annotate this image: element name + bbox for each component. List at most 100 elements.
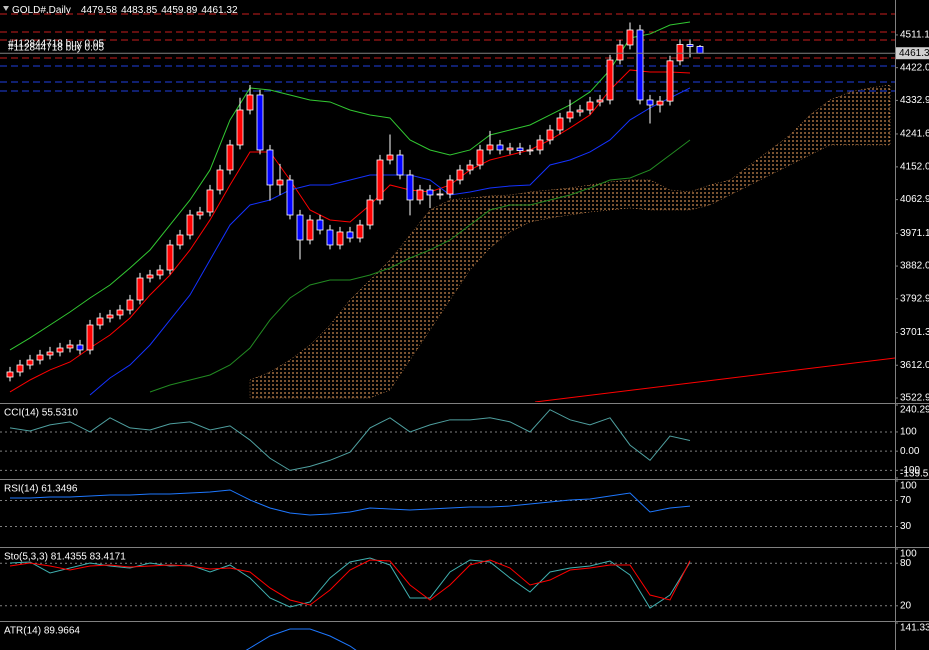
indicator-title: RSI(14) 61.3496 <box>4 484 78 495</box>
chart-header: GOLD#,Daily 4479.58 4483.85 4459.89 4461.32 <box>12 5 238 16</box>
y-tick-label: 3971.1 <box>900 228 929 239</box>
last-price-box <box>896 47 929 60</box>
y-tick-label: -139.55 <box>900 469 929 480</box>
indicator-line <box>9 557 691 609</box>
candle-body <box>236 109 244 146</box>
indicator-line <box>9 21 691 351</box>
candle-body <box>676 44 684 62</box>
candle-body <box>126 299 134 311</box>
candle-body <box>116 309 124 316</box>
candle-body <box>436 193 444 196</box>
symbol: GOLD#,Daily <box>12 5 71 16</box>
candle-body <box>376 159 384 201</box>
candle-body <box>246 94 254 111</box>
y-tick-label: -100 <box>900 465 920 476</box>
candle-body <box>306 219 314 241</box>
candle-body <box>196 211 204 216</box>
candle-body <box>606 59 614 101</box>
panel <box>0 409 895 471</box>
candle-body <box>416 189 424 201</box>
y-tick-label: 100 <box>900 549 917 560</box>
indicator-title: CCI(14) 55.5310 <box>4 408 78 419</box>
ichimoku-cloud <box>249 84 891 399</box>
y-tick-label: 3522.9 <box>900 393 929 404</box>
y-tick-label: 4152.0 <box>900 162 929 173</box>
trend-line <box>534 357 895 402</box>
indicator-line <box>245 628 357 650</box>
candle-body <box>296 214 304 241</box>
candle-body <box>366 199 374 226</box>
y-tick-label: 4332.9 <box>900 95 929 106</box>
candle-body <box>396 154 404 176</box>
indicator-line <box>149 139 691 393</box>
candle-body <box>6 371 14 378</box>
candle-body <box>626 29 634 46</box>
candle-body <box>266 149 274 186</box>
panel <box>0 13 895 402</box>
y-tick-label: 20 <box>900 600 912 611</box>
candle-body <box>446 179 454 195</box>
candle-body <box>646 99 654 106</box>
indicator-line <box>9 409 691 471</box>
y-tick-label: 4511.1 <box>900 30 929 41</box>
candle-body <box>506 147 514 151</box>
candle-body <box>346 231 354 239</box>
y-tick-label: 100 <box>900 427 917 438</box>
indicator-line <box>9 69 691 393</box>
indicator-line <box>89 87 691 396</box>
y-tick-label: 4422.0 <box>900 62 929 73</box>
last-close: 4461.32 <box>201 5 238 16</box>
candle-body <box>46 351 54 356</box>
candle-body <box>186 214 194 236</box>
panel <box>0 557 895 609</box>
candle-body <box>326 229 334 246</box>
panel <box>0 489 895 527</box>
y-tick-label: 141.33 <box>900 623 929 634</box>
indicator-title: ATR(14) 89.9664 <box>4 626 80 637</box>
candle-body <box>536 139 544 151</box>
candle-body <box>546 129 554 141</box>
candle-body <box>616 44 624 61</box>
y-tick-label: 3701.3 <box>900 327 929 338</box>
y-tick-label: 30 <box>900 521 912 532</box>
order-label: #112844718 buy 0.05 <box>8 43 104 54</box>
y-tick-label: 240.29 <box>900 405 929 416</box>
candle-body <box>556 117 564 131</box>
candle-body <box>106 314 114 319</box>
candle-body <box>166 244 174 271</box>
y-tick-label: 0.00 <box>900 446 920 457</box>
candle-body <box>356 224 364 239</box>
candle-body <box>496 144 504 151</box>
y-tick-label: 100 <box>900 481 917 492</box>
candle-body <box>56 347 64 353</box>
candle-body <box>426 189 434 196</box>
candle-body <box>316 219 324 231</box>
last-high: 4483.85 <box>121 5 158 16</box>
last-open: 4479.58 <box>81 5 118 16</box>
y-tick-label: 4062.9 <box>900 194 929 205</box>
candle-body <box>206 189 214 213</box>
candle-body <box>586 101 594 111</box>
candle-body <box>216 169 224 191</box>
candle-body <box>656 100 664 106</box>
candle-body <box>576 109 584 113</box>
candle-body <box>86 324 94 351</box>
candle-body <box>696 46 704 54</box>
candle-body <box>156 269 164 276</box>
panel <box>245 628 357 650</box>
candle-body <box>336 231 344 246</box>
candle-body <box>176 234 184 246</box>
order-label: #112844718 buy 0.05 <box>8 39 104 50</box>
candle-body <box>36 354 44 361</box>
indicator-line <box>9 559 691 606</box>
candle-body <box>486 144 494 151</box>
candle-body <box>26 359 34 366</box>
candle-body <box>146 274 154 279</box>
candle-body <box>666 60 674 102</box>
candle-body <box>596 99 604 103</box>
y-tick-label: 3612.0 <box>900 360 929 371</box>
